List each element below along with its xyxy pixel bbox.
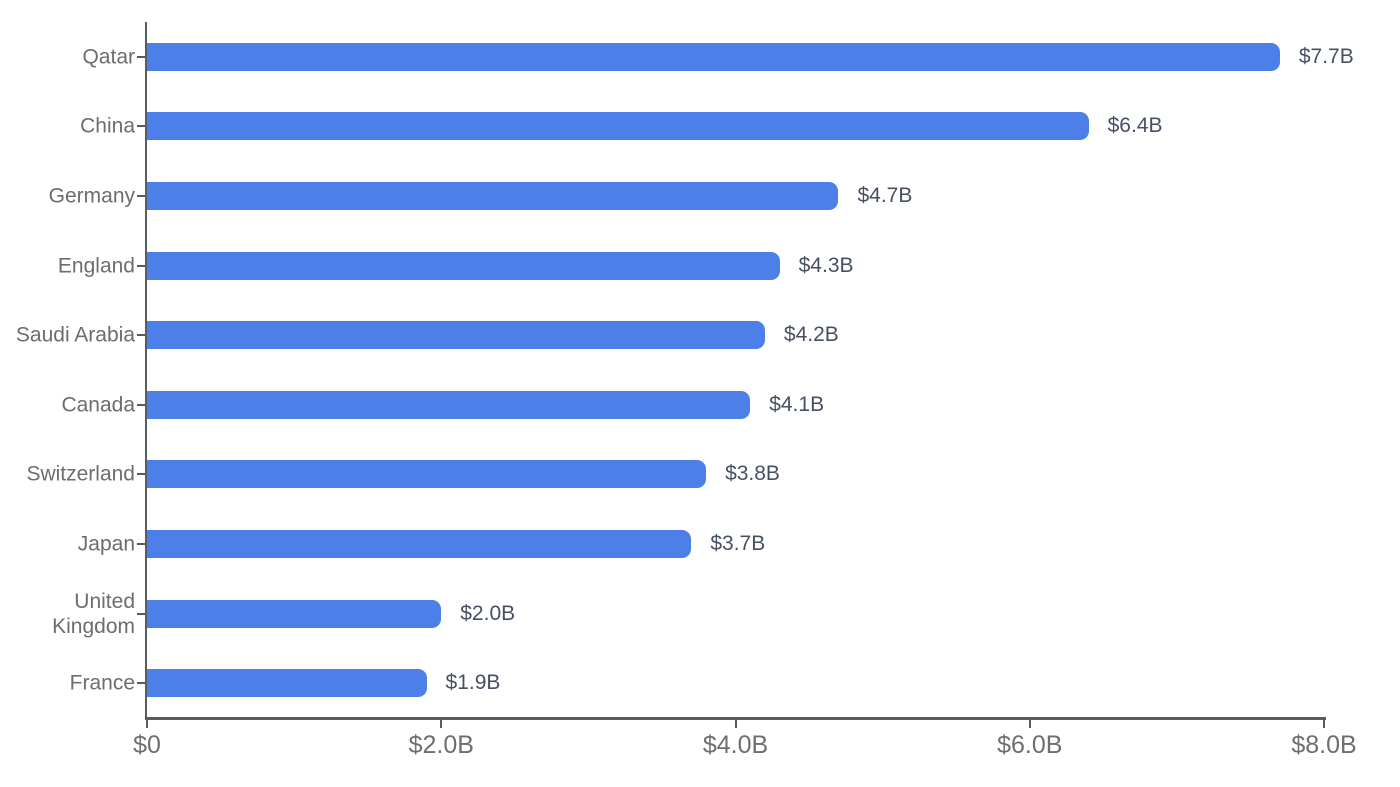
x-axis-tick — [1323, 720, 1325, 728]
category-tick — [137, 612, 147, 615]
bar — [147, 112, 1089, 141]
chart-row: Canada $4.1B — [0, 370, 1400, 440]
category-label: United Kingdom — [52, 589, 135, 638]
bar-value-label: $4.3B — [798, 253, 854, 277]
y-axis-line — [145, 22, 147, 719]
bar — [147, 181, 839, 210]
bar — [147, 321, 765, 350]
bar-value-label: $7.7B — [1298, 44, 1354, 68]
bar-value-label: $6.4B — [1107, 114, 1163, 138]
bar-value-label: $3.7B — [710, 531, 766, 555]
category-tick — [137, 55, 147, 58]
x-axis-line — [145, 717, 1326, 720]
chart-row: China $6.4B — [0, 92, 1400, 162]
chart-row: Qatar $7.7B — [0, 22, 1400, 92]
category-label: Switzerland — [26, 462, 135, 486]
bar — [147, 599, 442, 628]
bar-value-label: $1.9B — [445, 671, 501, 695]
x-axis-tick-label: $2.0B — [408, 731, 474, 759]
chart-row: Switzerland $3.8B — [0, 440, 1400, 510]
category-label: England — [57, 254, 135, 278]
category-tick — [137, 542, 147, 545]
bar — [147, 669, 427, 698]
x-axis-tick-label: $0 — [133, 731, 161, 759]
x-axis-tick — [1028, 720, 1031, 728]
category-label: Japan — [77, 532, 135, 556]
bar — [147, 42, 1280, 71]
chart-row: Japan $3.7B — [0, 509, 1400, 579]
category-label: Germany — [48, 184, 135, 208]
category-tick — [137, 473, 147, 476]
category-label: China — [80, 114, 135, 138]
category-label: Saudi Arabia — [15, 323, 135, 347]
bar-value-label: $4.2B — [783, 323, 839, 347]
bar-value-label: $3.8B — [725, 462, 780, 486]
category-label: Qatar — [82, 45, 135, 69]
bar-value-label: $4.7B — [857, 183, 913, 207]
category-tick — [137, 682, 147, 685]
x-axis-tick-label: $4.0B — [702, 731, 769, 759]
chart-row: Saudi Arabia $4.2B — [0, 300, 1400, 370]
category-label: France — [69, 671, 135, 695]
bar — [147, 460, 707, 489]
x-axis-tick — [146, 720, 148, 728]
bar-value-label: $4.1B — [769, 392, 825, 416]
category-tick — [137, 194, 147, 197]
category-tick — [137, 125, 147, 128]
chart-row: France $1.9B — [0, 648, 1400, 718]
chart-row: Germany $4.7B — [0, 161, 1400, 231]
x-axis-tick — [734, 720, 737, 728]
bar — [147, 390, 751, 419]
bar — [147, 251, 780, 280]
chart-row: England $4.3B — [0, 231, 1400, 301]
category-tick — [137, 334, 147, 337]
x-axis-tick-label: $6.0B — [997, 731, 1063, 759]
category-tick — [137, 403, 147, 406]
x-axis-tick-label: $8.0B — [1291, 731, 1357, 759]
category-tick — [137, 264, 147, 267]
x-axis-tick — [440, 720, 443, 728]
bar — [147, 529, 692, 558]
category-label: Canada — [61, 393, 135, 417]
chart-row: United Kingdom $2.0B — [0, 579, 1400, 649]
bar-value-label: $2.0B — [460, 601, 516, 625]
